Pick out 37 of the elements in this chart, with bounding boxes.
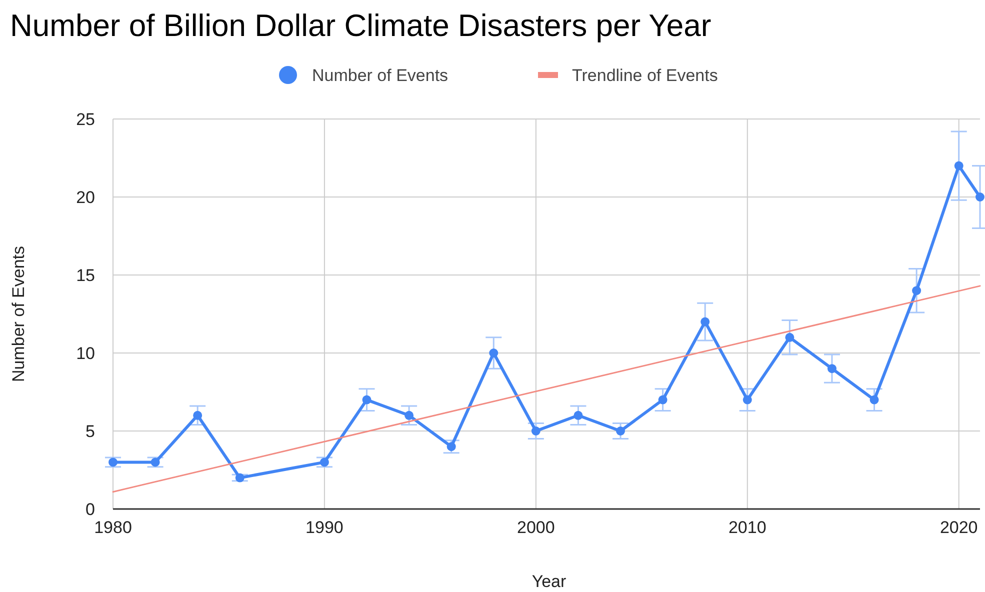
legend-label: Trendline of Events [572, 66, 718, 85]
point [574, 410, 583, 420]
point [827, 364, 836, 374]
x-axis-title: Year [532, 572, 567, 591]
point [108, 458, 118, 467]
x-tick-label: 2000 [517, 518, 555, 537]
y-tick-label: 25 [76, 110, 95, 129]
x-tick-label: 1980 [94, 518, 132, 537]
point [320, 458, 329, 467]
point [446, 442, 456, 452]
y-axis-title: Number of Events [9, 246, 28, 382]
point [531, 426, 540, 436]
point [404, 410, 414, 420]
x-tick-label: 2020 [940, 518, 978, 537]
legend-label: Number of Events [312, 66, 448, 85]
point [742, 395, 752, 404]
y-tick-label: 5 [86, 422, 95, 441]
point [870, 395, 879, 404]
y-tick-label: 0 [86, 500, 95, 519]
point [785, 332, 794, 342]
point [912, 286, 922, 296]
x-tick-label: 2010 [728, 518, 766, 537]
y-tick-label: 20 [76, 188, 95, 207]
point [658, 395, 668, 404]
point [362, 395, 372, 404]
point [954, 161, 964, 170]
point [235, 473, 244, 482]
y-tick-label: 15 [76, 266, 95, 285]
point [150, 458, 160, 467]
x-tick-label: 1990 [306, 518, 344, 537]
point [489, 348, 498, 358]
point [700, 317, 710, 326]
point [976, 192, 984, 202]
point [193, 410, 202, 420]
point [616, 426, 626, 436]
y-tick-label: 10 [76, 344, 95, 363]
chart-title: Number of Billion Dollar Climate Disasters per Year [10, 8, 712, 43]
